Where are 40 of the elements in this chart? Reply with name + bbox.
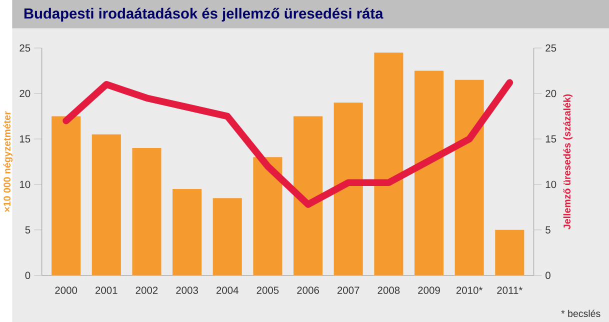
- bar: [495, 230, 524, 276]
- bar: [212, 198, 242, 276]
- bar: [374, 52, 404, 276]
- y-axis-title: ×10 000 négyzetméter: [3, 111, 12, 212]
- y-tick-label: 15: [20, 135, 30, 142]
- text: * becslés: [561, 310, 600, 317]
- bar: [294, 116, 323, 276]
- bar: [253, 156, 282, 276]
- bar: [52, 116, 81, 276]
- bar: [334, 102, 363, 276]
- x-tick-label: 2010*: [456, 286, 483, 294]
- x-tick-label: 2009: [418, 286, 440, 294]
- y2-tick-label: 25: [546, 44, 556, 52]
- bar: [132, 148, 162, 276]
- y2-tick-label: 0: [546, 272, 550, 279]
- y2-tick-label: 5: [546, 226, 550, 234]
- x-tick-label: 2001: [96, 286, 118, 294]
- y-tick-label: 25: [20, 44, 30, 52]
- y-tick-label: 5: [25, 226, 30, 234]
- x-tick-label: 2008: [378, 286, 400, 294]
- y2-axis-title: Jellemző üresedés (százalék): [563, 94, 572, 230]
- x-tick-label: 2007: [337, 286, 360, 294]
- chart-title: Budapesti irodaátadások és jellemző üresedési ráta: [24, 8, 384, 22]
- y-tick-label: 20: [20, 90, 30, 97]
- x-tick-label: 2000: [55, 286, 78, 294]
- bar: [454, 80, 484, 276]
- x-tick-label: 2003: [176, 286, 198, 294]
- bar: [92, 134, 121, 276]
- y2-tick-label: 15: [546, 135, 556, 142]
- x-tick-label: 2006: [297, 286, 319, 294]
- bar: [172, 188, 202, 276]
- y-tick-label: 10: [20, 180, 30, 188]
- x-tick-label: 2011*: [497, 286, 523, 294]
- x-tick-label: 2002: [136, 286, 158, 294]
- y2-tick-label: 20: [546, 90, 556, 97]
- bar: [414, 70, 444, 276]
- y2-tick-label: 10: [546, 180, 556, 188]
- y-tick-label: 0: [25, 272, 30, 279]
- x-tick-label: 2005: [256, 286, 279, 294]
- x-tick-label: 2004: [216, 286, 238, 294]
